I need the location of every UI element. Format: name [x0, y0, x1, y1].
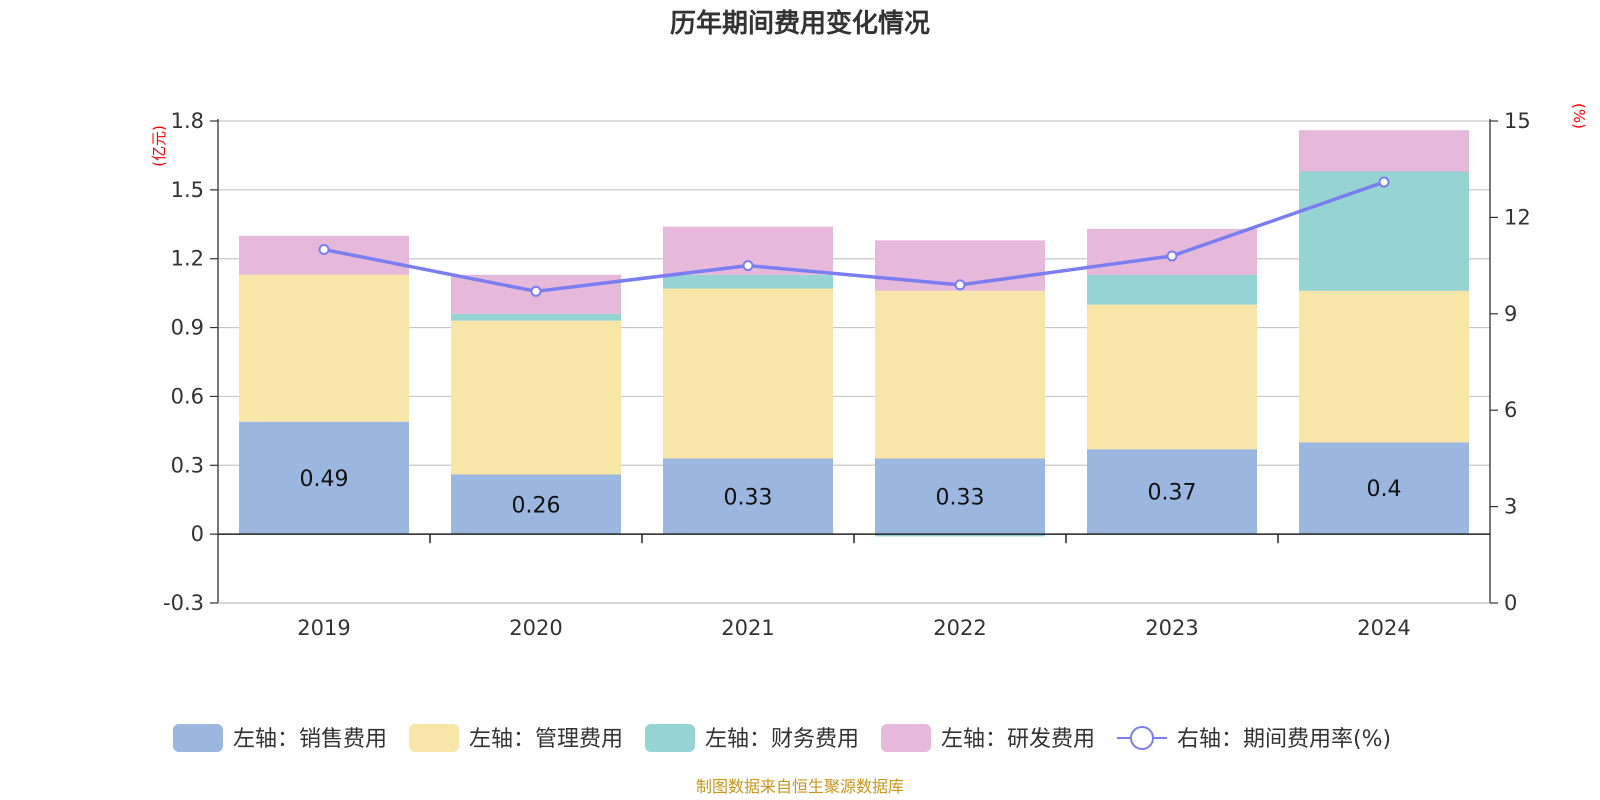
data-label: 0.49: [300, 467, 349, 492]
right-tick-label: 3: [1504, 495, 1517, 519]
bar-segment: [1087, 449, 1257, 535]
bar-layer: [239, 130, 1469, 537]
left-tick-label: 0: [191, 522, 204, 546]
bar-segment: [239, 274, 409, 422]
legend-swatch: [645, 724, 695, 752]
data-label: 0.33: [936, 485, 985, 510]
left-axis-unit: (亿元): [150, 125, 168, 167]
bar-segment: [875, 458, 1045, 535]
source-note: 制图数据来自恒生聚源数据库: [696, 777, 904, 796]
x-tick-label: 2020: [509, 616, 562, 640]
bar-segment: [663, 458, 833, 535]
legend-label: 左轴：销售费用: [233, 727, 387, 752]
right-tick-label: 0: [1504, 591, 1517, 615]
bar-segment: [875, 534, 1045, 537]
bar-segment: [451, 320, 621, 475]
right-axis-unit: (%): [1570, 103, 1588, 129]
bar-segment: [1299, 442, 1469, 535]
x-tick-label: 2021: [721, 616, 774, 640]
gridlines: [218, 120, 1490, 604]
data-label: 0.26: [512, 493, 561, 518]
bar-segment: [663, 274, 833, 289]
x-tick-label: 2019: [297, 616, 350, 640]
bar-segment: [875, 290, 1045, 459]
right-tick-label: 9: [1504, 302, 1517, 326]
legend-swatch: [881, 724, 931, 752]
bar-segment: [1087, 304, 1257, 450]
x-tick-label: 2023: [1145, 616, 1198, 640]
bar-segment: [663, 288, 833, 459]
right-tick-label: 6: [1504, 398, 1517, 422]
rate-point: [742, 260, 754, 272]
legend-label: 右轴：期间费用率(%): [1177, 727, 1391, 752]
rate-line: [323, 180, 1385, 294]
bar-segment: [1299, 290, 1469, 443]
legend-label: 左轴：财务费用: [705, 727, 859, 752]
bar-segment: [1299, 130, 1469, 172]
bar-segment: [451, 313, 621, 321]
left-tick-label: 0.3: [171, 453, 204, 477]
rate-point: [954, 279, 966, 291]
bar-segment: [1299, 171, 1469, 291]
rate-line-layer: [318, 176, 1390, 297]
legend-label: 左轴：研发费用: [941, 727, 1095, 752]
rate-point: [1166, 250, 1178, 262]
left-tick-label: 1.2: [171, 247, 204, 271]
rate-point: [1378, 176, 1390, 188]
data-labels: 0.49 0.26 0.33 0.33 0.37 0.4: [300, 467, 1402, 518]
left-tick-label: 0.9: [171, 316, 204, 340]
data-label: 0.4: [1367, 477, 1402, 502]
x-tick-label: 2024: [1357, 616, 1410, 640]
bar-segment: [1087, 274, 1257, 305]
left-tick-label: 1.8: [171, 109, 204, 133]
left-tick-label: 1.5: [171, 178, 204, 202]
x-tick-label: 2022: [933, 616, 986, 640]
rate-point: [318, 244, 330, 256]
right-tick-label: 15: [1504, 109, 1531, 133]
legend-swatch: [173, 724, 223, 752]
data-label: 0.33: [724, 485, 773, 510]
rate-point: [530, 285, 542, 297]
data-label: 0.37: [1148, 481, 1197, 506]
bar-segment: [451, 474, 621, 535]
left-tick-label: -0.3: [163, 591, 204, 615]
axes: -0.3 0 0.3 0.6 0.9 1.2 1.5 1.8 0 3 6 9 12 15 2019 2020 2…: [163, 109, 1531, 640]
bar-segment: [239, 235, 409, 275]
left-tick-label: 0.6: [171, 384, 204, 408]
right-tick-label: 12: [1504, 205, 1531, 229]
legend: 左轴：销售费用 左轴：管理费用 左轴：财务费用 左轴：研发费用 右轴：期间费用率(%): [173, 724, 1391, 752]
legend-swatch: [409, 724, 459, 752]
chart-title: 历年期间费用变化情况: [670, 8, 930, 39]
bar-segment: [239, 421, 409, 535]
legend-swatch-marker: [1130, 726, 1154, 750]
legend-label: 左轴：管理费用: [469, 727, 623, 752]
